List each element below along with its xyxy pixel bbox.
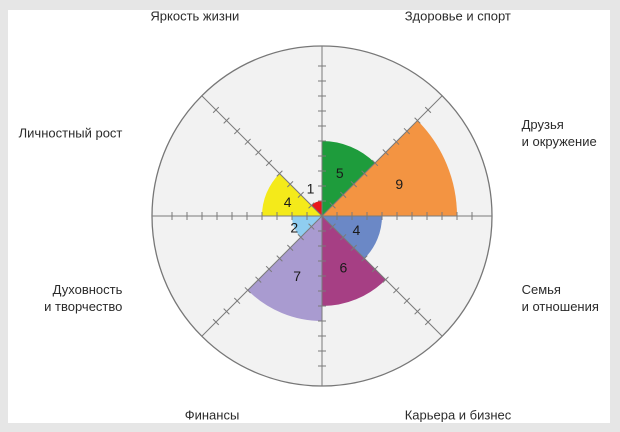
grid-tick [403,297,411,305]
grid-tick [329,202,336,209]
grid-tick [223,117,230,124]
grid-tick [212,318,220,326]
grid-axis-line [321,215,443,337]
sector-карьера-и-бизнес [322,216,386,306]
grid-tick [265,159,273,167]
grid-tick [297,191,304,198]
grid-tick [244,287,251,294]
category-label-финансы: Финансы [185,408,240,423]
grid-axis-line [201,95,323,217]
grid-tick [414,117,421,124]
sector-друзья-и-окружение [322,120,457,216]
grid-tick [297,234,304,241]
sector-семья-и-отношения [322,216,382,259]
grid-tick [403,127,411,135]
category-label-семья-и-отношения: Семья и отношения [522,282,599,314]
grid-tick [286,180,294,188]
grid-tick [308,223,315,230]
grid-tick [340,234,347,241]
grid-tick [424,106,432,114]
grid-tick [340,191,347,198]
sector-финансы [247,216,322,321]
value-label-личностный-рост: 4 [284,194,292,210]
grid-tick [393,138,400,145]
category-label-друзья-и-окружение: Друзья и окружение [522,117,597,149]
grid-tick [371,265,379,273]
grid-tick [414,308,421,315]
grid-tick [276,170,283,177]
category-label-здоровье-и-спорт: Здоровье и спорт [405,8,511,23]
grid-tick [223,308,230,315]
grid-tick [308,202,315,209]
value-label-семья-и-отношения: 4 [353,222,361,238]
grid-tick [233,297,241,305]
value-label-яркость-жизни: 1 [307,180,315,196]
category-label-духовность-и-творчество: Духовность и творчество [44,282,122,314]
grid-tick [424,318,432,326]
value-label-друзья-и-окружение: 9 [395,176,403,192]
grid-tick [393,287,400,294]
grid-tick [265,265,273,273]
sector-яркость-жизни [311,201,322,216]
value-label-духовность-и-творчество: 2 [290,220,298,236]
value-label-финансы: 7 [293,268,301,284]
grid-tick [382,149,389,156]
grid-tick [233,127,241,135]
grid-tick [350,180,358,188]
grid-tick [361,170,368,177]
grid-axis-line [321,95,443,217]
category-label-личностный-рост: Личностный рост [19,125,123,140]
grid-tick [244,138,251,145]
grid-tick [361,255,368,262]
value-label-карьера-и-бизнес: 6 [340,260,348,276]
grid-axis-line [201,215,323,337]
grid-tick [382,276,389,283]
grid-tick [212,106,220,114]
sector-личностный-рост [262,173,322,216]
sector-духовность-и-творчество [292,216,322,238]
category-label-яркость-жизни: Яркость жизни [150,8,239,23]
grid-tick [255,149,262,156]
grid-tick [371,159,379,167]
grid-tick [350,244,358,252]
grid-tick [255,276,262,283]
grid-tick [329,223,336,230]
grid-tick [276,255,283,262]
value-label-здоровье-и-спорт: 5 [336,165,344,181]
sector-здоровье-и-спорт [322,141,376,216]
grid-tick [286,244,294,252]
category-label-карьера-и-бизнес: Карьера и бизнес [405,408,512,423]
